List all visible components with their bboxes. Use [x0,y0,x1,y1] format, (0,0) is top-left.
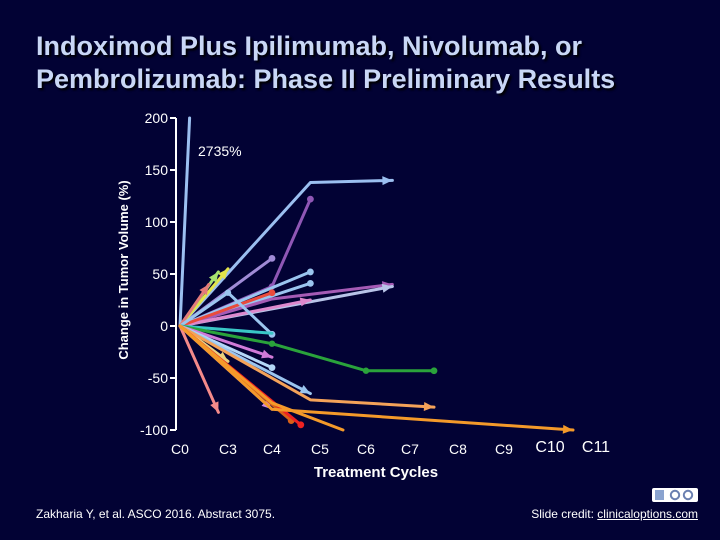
data-point [297,421,305,429]
series-arrowhead [382,176,393,186]
data-point [430,367,438,375]
data-point [307,268,314,276]
y-tick-label: -50 [148,370,168,386]
y-tick-label: 50 [152,266,168,282]
series-arrowhead [199,284,209,296]
y-axis-label: Change in Tumor Volume (%) [116,180,131,359]
x-tick-label: C0 [171,441,189,457]
series-arrowhead [381,283,393,293]
series-arrowhead [261,349,272,359]
series-line [178,324,436,409]
x-tick-label: C10 [535,439,564,456]
slide-credit-prefix: Slide credit: [531,507,598,521]
series-arrowhead [423,402,434,412]
series-arrowhead [208,271,219,283]
series-line [178,324,274,335]
series-line [178,282,394,328]
series-arrowhead [299,385,311,394]
data-point [268,255,276,262]
data-point [268,364,276,371]
data-point [362,367,370,374]
series-line [178,298,312,328]
data-point [307,195,314,203]
data-point [268,289,276,297]
data-point [268,340,276,347]
citation: Zakharia Y, et al. ASCO 2016. Abstract 3… [36,507,276,521]
data-point [307,279,314,287]
slide-title: Indoximod Plus Ipilimumab, Nivolumab, or… [36,31,616,94]
x-tick-label: C9 [495,441,513,457]
y-tick-label: 100 [145,214,169,230]
series-line [178,324,220,414]
series-line [178,291,274,328]
y-tick-label: -100 [140,422,168,438]
series-line [178,116,192,328]
x-axis-label: Treatment Cycles [314,464,438,481]
series-line [178,324,345,432]
series-arrowhead [210,401,219,413]
x-tick-label: C5 [311,441,329,457]
clinical-options-logo-icon [652,488,698,502]
series-arrowhead [562,424,573,434]
slide-credit-link[interactable]: clinicaloptions.com [597,507,698,521]
y-tick-label: 150 [145,162,169,178]
x-tick-label: C4 [263,441,281,457]
x-tick-label: C7 [401,441,419,457]
x-tick-label: C8 [449,441,467,457]
annotation-label: 2735% [198,143,242,159]
y-tick-label: 0 [160,318,168,334]
data-point [224,289,232,296]
series-arrowhead [299,297,311,307]
series-line [178,324,436,373]
series-arrowhead [218,268,228,280]
x-tick-label: C11 [582,439,610,456]
series-line [178,178,394,328]
slide-credit: Slide credit: clinicaloptions.com [531,507,698,521]
x-tick-label: C6 [357,441,375,457]
series-line [178,324,274,359]
y-tick-label: 200 [145,110,169,126]
x-tick-label: C3 [219,441,237,457]
series-line [178,324,575,432]
